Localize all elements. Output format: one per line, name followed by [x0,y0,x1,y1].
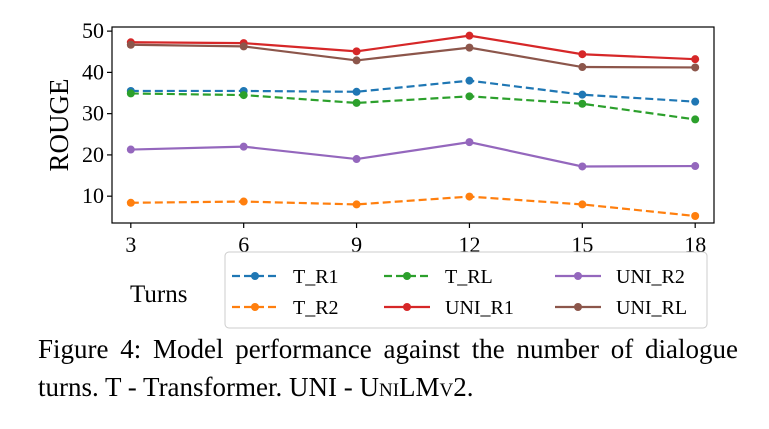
figure-caption: Figure 4: Model performance against the … [38,330,738,406]
x-axis-label: Turns [130,281,187,308]
legend-frame [224,251,708,329]
caption-prefix: Figure 4: Model performance against the … [38,334,738,402]
data-point [465,31,474,40]
data-point [691,115,700,124]
data-point [239,42,248,51]
legend-item-t-r2: T_R2 [232,297,339,319]
data-point [352,87,361,96]
data-point [578,200,587,209]
legend-label: UNI_R2 [616,266,685,288]
data-point [352,155,361,164]
series-t-rl [126,89,700,124]
legend-item-uni-r1: UNI_R1 [384,297,514,319]
data-point [465,43,474,52]
series-uni-r2 [126,138,700,171]
series-line [130,34,696,61]
data-point [578,50,587,59]
data-point [352,47,361,56]
series-line [130,141,696,168]
legend-marker [251,303,259,311]
series-line [130,79,696,103]
legend-marker [403,303,411,311]
x-tick-label: 6 [238,232,249,257]
legend-marker [403,272,411,280]
data-point [691,97,700,106]
y-axis-label: ROUGE [44,79,74,172]
legend-marker [574,272,582,280]
caption-suffix: . [466,372,474,402]
legend-label: UNI_RL [616,297,687,319]
legend-label: T_R1 [293,266,339,288]
series-line [130,43,696,69]
data-point [578,162,587,171]
data-point [465,138,474,147]
legend-marker [574,303,582,311]
data-point [465,92,474,101]
data-point [691,55,700,64]
data-point [126,40,135,49]
data-point [352,56,361,65]
data-point [126,145,135,154]
legend-item-uni-r2: UNI_R2 [555,266,685,288]
series-line [130,195,696,218]
legend-item-uni-rl: UNI_RL [555,297,687,319]
data-point [126,198,135,207]
legend: Turns T_R1 T_R2 T_RL UNI_R1 UNI_R2 UNI_RL [130,251,708,329]
x-tick-label: 9 [351,232,362,257]
data-point [691,211,700,220]
data-point [239,91,248,100]
legend-marker [251,272,259,280]
y-tick-label: 30 [82,101,104,126]
series-uni-rl [126,40,700,72]
data-point [465,76,474,85]
legend-item-t-rl: T_RL [384,266,493,288]
axes: 3 6 9 12 15 18 10 20 30 40 50 ROUGE [44,18,706,257]
data-point [691,162,700,171]
series-t-r1 [126,76,700,106]
data-point [691,63,700,72]
data-point [578,63,587,72]
data-point [239,197,248,206]
data-point [352,98,361,107]
data-point [126,89,135,98]
x-tick-label: 18 [684,232,706,257]
data-point [465,192,474,201]
series-uni-r1 [126,31,700,64]
legend-label: UNI_R1 [445,297,514,319]
caption-model-name: UniLMv2 [359,372,467,402]
series-t-r2 [126,192,700,220]
data-point [352,200,361,209]
y-tick-label: 10 [82,183,104,208]
plot-area [111,26,715,224]
legend-label: T_R2 [293,297,339,319]
plot-frame [111,26,715,224]
y-tick-label: 40 [82,59,104,84]
legend-item-t-r1: T_R1 [232,266,339,288]
data-point [578,90,587,99]
x-tick-label: 3 [125,232,136,257]
data-point [578,99,587,108]
x-tick-label: 15 [571,232,593,257]
series-line [130,92,696,121]
legend-label: T_RL [445,266,493,288]
data-point [239,142,248,151]
y-tick-label: 50 [82,18,104,43]
x-tick-label: 12 [458,232,480,257]
y-tick-label: 20 [82,142,104,167]
series-layer [126,31,700,220]
